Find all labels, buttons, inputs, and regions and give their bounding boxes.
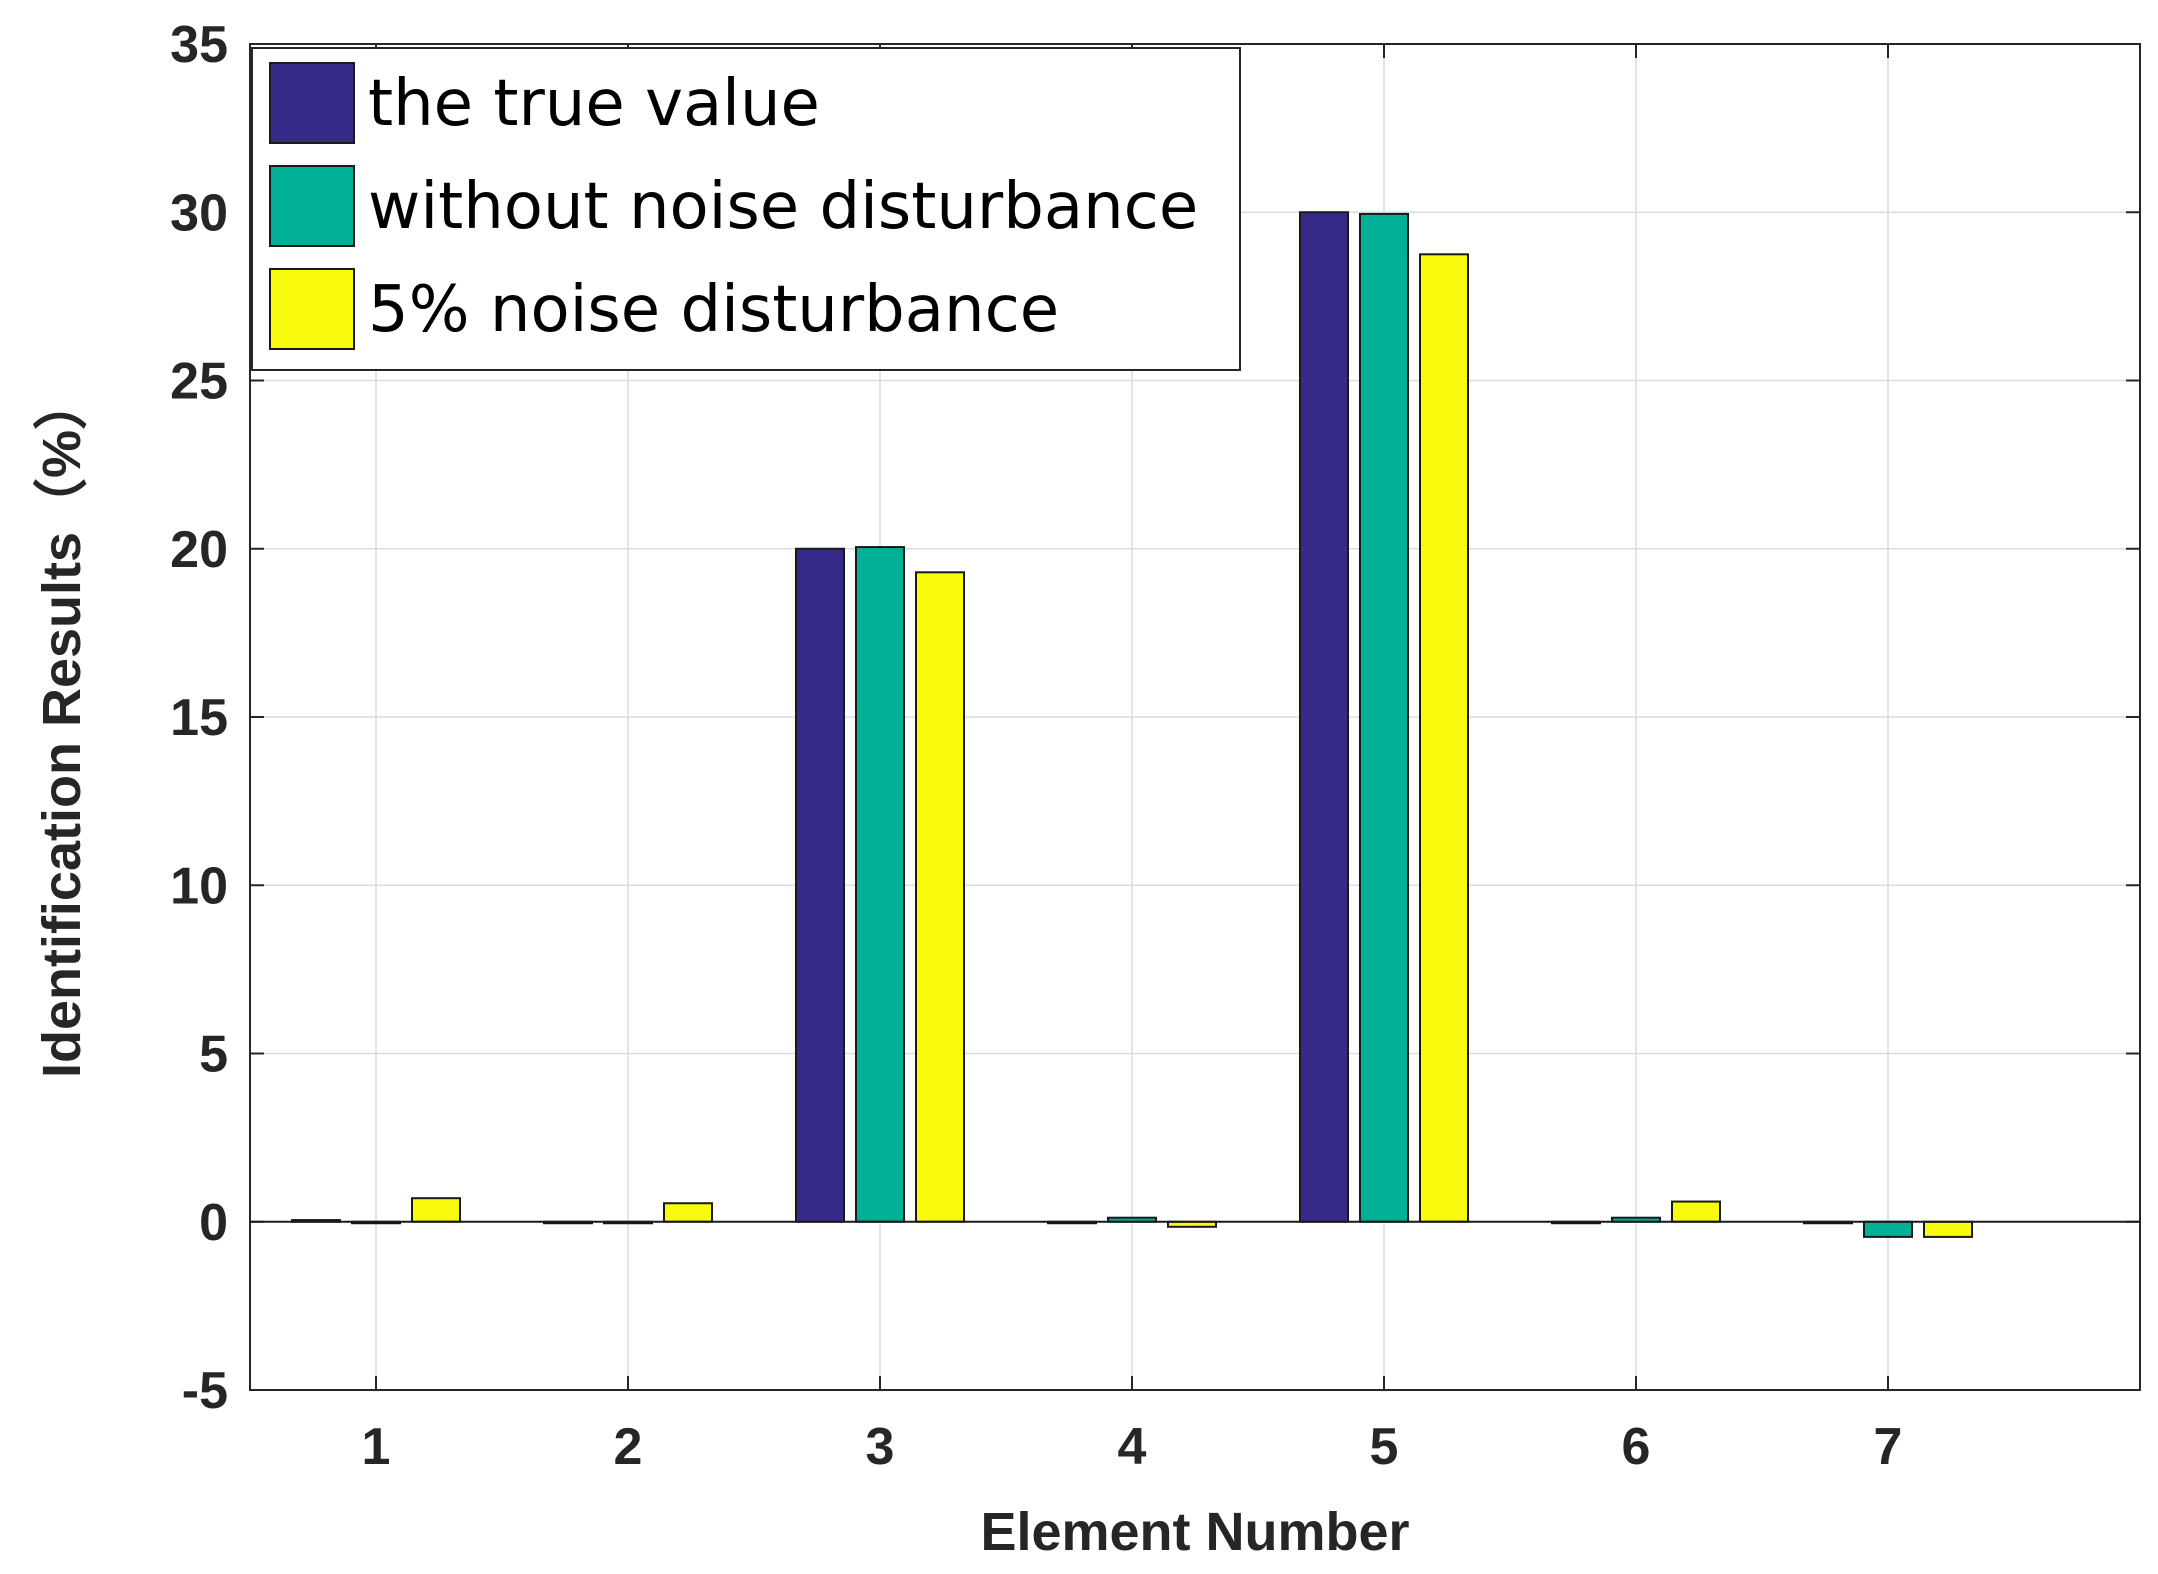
legend-swatch — [269, 62, 355, 144]
y-axis-title: Identification Results（%） — [32, 376, 92, 1078]
legend-swatch — [269, 268, 355, 350]
y-tick-label: 30 — [170, 184, 228, 242]
y-tick-label: 0 — [199, 1194, 228, 1252]
x-axis-title: Element Number — [980, 1502, 1409, 1562]
legend-label: 5% noise disturbance — [368, 273, 1059, 347]
bar-3-element-7 — [1923, 1220, 1973, 1238]
x-tick-label: 5 — [1370, 1418, 1399, 1476]
y-tick-label: 20 — [170, 521, 228, 579]
bar-3-element-1 — [411, 1197, 461, 1223]
legend: the true value without noise disturbance 5… — [251, 47, 1241, 371]
bar-3-element-3 — [915, 571, 965, 1223]
y-tick-label: 15 — [170, 689, 228, 747]
bar-2-element-3 — [855, 546, 905, 1223]
y-tick-label: 25 — [170, 353, 228, 411]
tick-labels: -5 0 5 10 15 20 25 30 35 1 2 3 4 5 6 7 — [170, 16, 1902, 1476]
bar-3-element-5 — [1419, 253, 1469, 1223]
bar-3-element-2 — [663, 1202, 713, 1223]
bar-1-element-3 — [795, 547, 845, 1223]
bar-1-element-5 — [1299, 211, 1349, 1223]
plot-frame — [249, 43, 2141, 1391]
bar-2-element-7 — [1863, 1220, 1913, 1238]
x-tick-label: 6 — [1622, 1418, 1651, 1476]
x-tick-label: 4 — [1118, 1418, 1147, 1476]
legend-box — [251, 47, 1241, 371]
bars — [291, 211, 1973, 1238]
x-tick-label: 1 — [362, 1418, 391, 1476]
x-tick-label: 7 — [1874, 1418, 1903, 1476]
legend-label: the true value — [368, 67, 820, 141]
y-tick-label: 5 — [199, 1026, 228, 1084]
bar-3-element-6 — [1671, 1200, 1721, 1223]
y-tick-label: 10 — [170, 857, 228, 915]
y-tick-label: -5 — [182, 1362, 228, 1420]
bar-2-element-5 — [1359, 212, 1409, 1223]
x-tick-label: 3 — [866, 1418, 895, 1476]
y-tick-label: 35 — [170, 16, 228, 74]
axes — [249, 43, 2141, 1391]
x-tick-label: 2 — [614, 1418, 643, 1476]
legend-label: without noise disturbance — [368, 170, 1198, 244]
legend-swatch — [269, 165, 355, 247]
